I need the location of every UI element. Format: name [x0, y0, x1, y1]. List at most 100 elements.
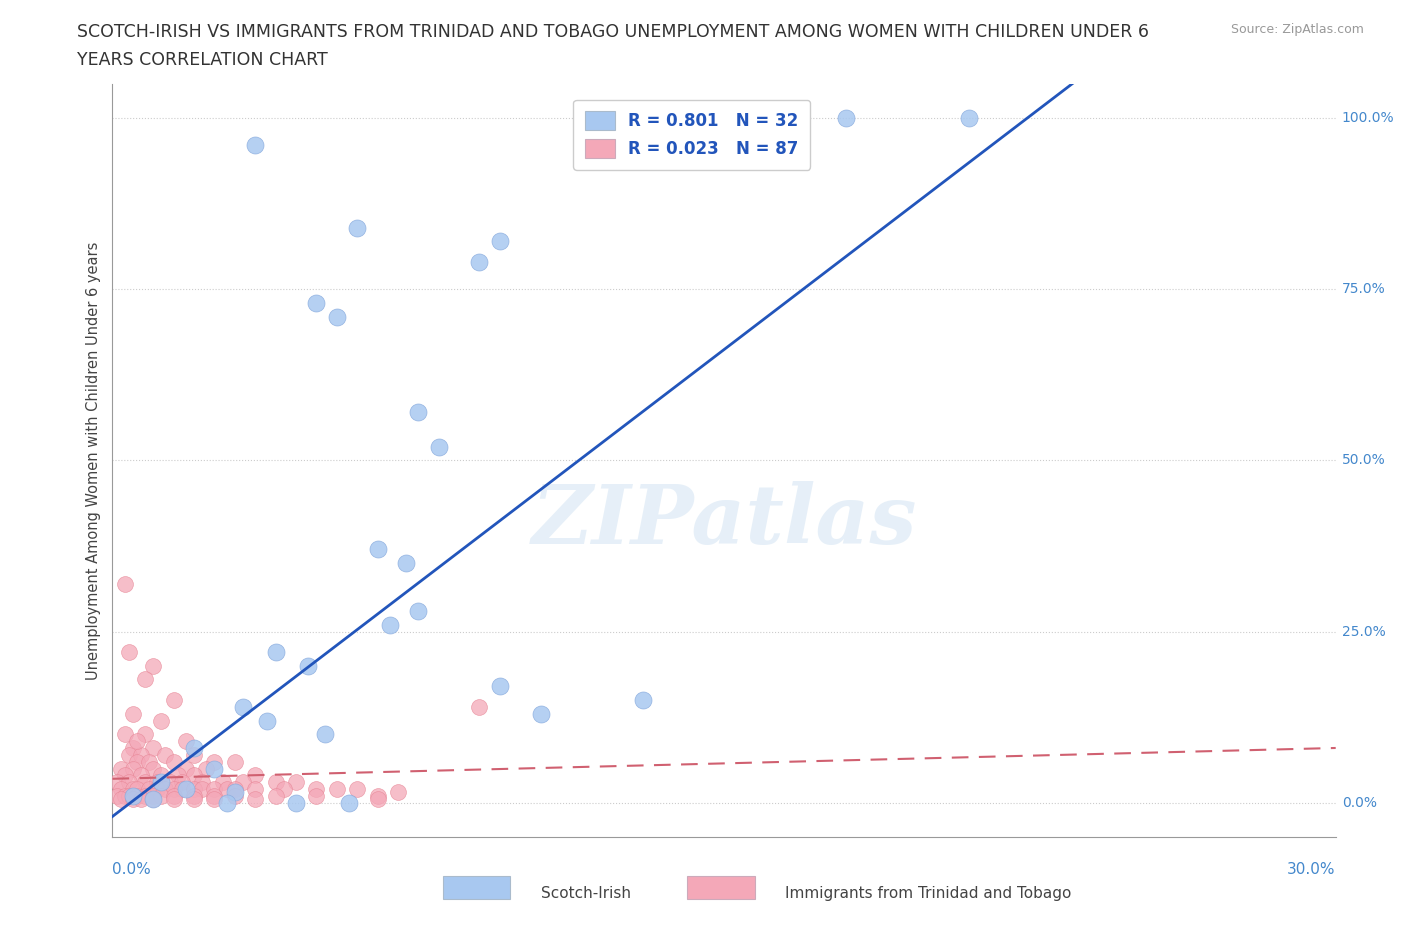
Text: 75.0%: 75.0%: [1341, 282, 1385, 296]
Point: [387, 785, 409, 800]
Point: [224, 754, 246, 769]
Point: [256, 713, 278, 728]
Point: [314, 727, 336, 742]
Point: [155, 781, 177, 796]
Point: [122, 761, 145, 776]
Point: [114, 789, 136, 804]
Point: [110, 761, 132, 776]
Point: [114, 577, 136, 591]
Point: [125, 781, 148, 796]
Point: [122, 706, 145, 721]
Point: [134, 789, 156, 804]
Point: [366, 792, 388, 807]
Point: [395, 555, 418, 570]
Point: [118, 789, 141, 804]
Point: [142, 658, 165, 673]
Point: [125, 754, 148, 769]
Text: YEARS CORRELATION CHART: YEARS CORRELATION CHART: [77, 51, 328, 69]
Legend: R = 0.801   N = 32, R = 0.023   N = 87: R = 0.801 N = 32, R = 0.023 N = 87: [574, 100, 810, 170]
Point: [170, 781, 193, 796]
Point: [427, 439, 450, 454]
Point: [183, 748, 205, 763]
Point: [183, 792, 205, 807]
Text: 25.0%: 25.0%: [1341, 625, 1385, 639]
Text: 50.0%: 50.0%: [1341, 453, 1385, 468]
Text: 30.0%: 30.0%: [1288, 862, 1336, 877]
Point: [366, 789, 388, 804]
Point: [305, 296, 328, 311]
Point: [134, 672, 156, 687]
Point: [163, 792, 186, 807]
Point: [129, 768, 152, 783]
Point: [245, 138, 267, 153]
Point: [204, 792, 226, 807]
Point: [204, 754, 226, 769]
Point: [195, 761, 218, 776]
Point: [114, 768, 136, 783]
Point: [166, 768, 188, 783]
Point: [264, 775, 287, 790]
Point: [150, 768, 173, 783]
Point: [163, 781, 186, 796]
Point: [134, 775, 156, 790]
Point: [204, 789, 226, 804]
Text: 0.0%: 0.0%: [1341, 796, 1376, 810]
Point: [529, 706, 551, 721]
Point: [346, 220, 368, 235]
Point: [468, 699, 491, 714]
Point: [114, 727, 136, 742]
Point: [224, 781, 246, 796]
Point: [170, 775, 193, 790]
Text: 100.0%: 100.0%: [1341, 111, 1395, 125]
Point: [215, 795, 238, 810]
Text: Scotch-Irish: Scotch-Irish: [540, 886, 631, 901]
Point: [957, 111, 980, 126]
Point: [408, 604, 430, 618]
Point: [134, 727, 156, 742]
Point: [142, 792, 165, 807]
Text: 0.0%: 0.0%: [112, 862, 152, 877]
Point: [489, 233, 512, 248]
Point: [150, 713, 173, 728]
Point: [284, 775, 308, 790]
Point: [191, 775, 214, 790]
Point: [122, 740, 145, 755]
Point: [468, 254, 491, 269]
Point: [163, 693, 186, 708]
Point: [118, 644, 141, 659]
Point: [183, 789, 205, 804]
Point: [245, 792, 267, 807]
Point: [284, 795, 308, 810]
Point: [174, 734, 197, 749]
Point: [105, 775, 128, 790]
Point: [204, 781, 226, 796]
Point: [174, 781, 197, 796]
Y-axis label: Unemployment Among Women with Children Under 6 years: Unemployment Among Women with Children U…: [86, 241, 101, 680]
Point: [105, 789, 128, 804]
Point: [297, 658, 319, 673]
Point: [378, 618, 401, 632]
Point: [305, 781, 328, 796]
Point: [245, 768, 267, 783]
Point: [224, 785, 246, 800]
Point: [142, 792, 165, 807]
Point: [155, 748, 177, 763]
Point: [232, 699, 254, 714]
Point: [129, 748, 152, 763]
Point: [366, 542, 388, 557]
Point: [122, 789, 145, 804]
Point: [337, 795, 360, 810]
Text: Source: ZipAtlas.com: Source: ZipAtlas.com: [1230, 23, 1364, 36]
Bar: [443, 876, 510, 898]
Point: [138, 781, 160, 796]
Point: [215, 781, 238, 796]
Point: [224, 789, 246, 804]
Point: [110, 781, 132, 796]
Point: [183, 740, 205, 755]
Point: [163, 789, 186, 804]
Point: [122, 792, 145, 807]
Point: [142, 740, 165, 755]
Bar: [688, 876, 755, 898]
Point: [264, 644, 287, 659]
Point: [122, 781, 145, 796]
